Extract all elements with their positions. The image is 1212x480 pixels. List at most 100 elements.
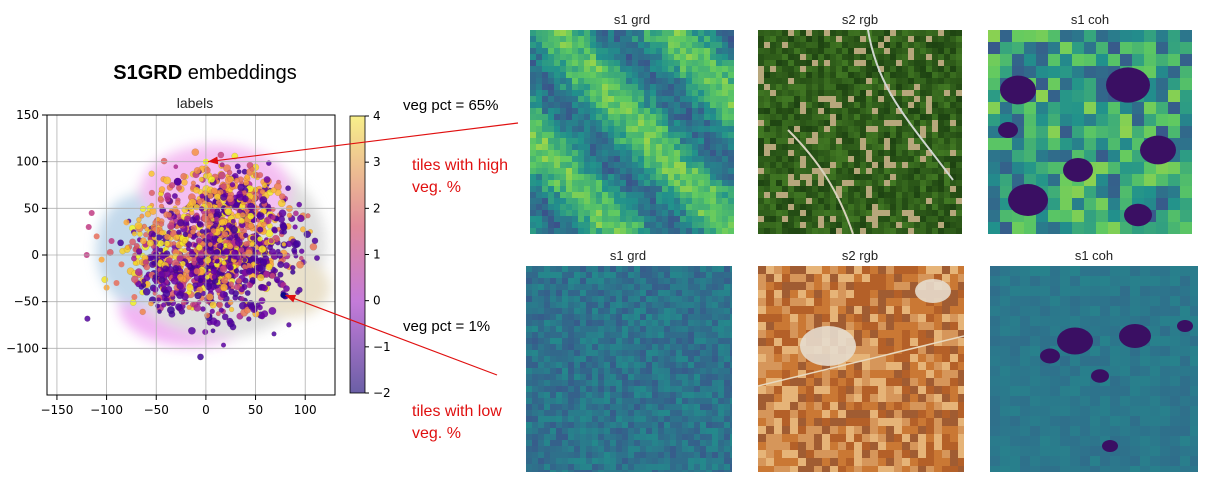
tile-pixel <box>682 290 688 296</box>
tile-pixel <box>812 102 818 108</box>
tile-pixel <box>938 90 944 96</box>
tile-pixel <box>586 374 592 380</box>
scatter-point <box>249 235 256 241</box>
tile-pixel <box>662 72 668 78</box>
tile-pixel <box>646 386 652 392</box>
tile-pixel <box>682 380 688 386</box>
tile-pixel <box>578 72 584 78</box>
scatter-point <box>207 241 213 248</box>
tile-pixel <box>878 114 884 120</box>
tile-pixel <box>652 308 658 314</box>
tile-pixel <box>544 356 550 362</box>
tile-pixel <box>580 398 586 404</box>
tile-pixel <box>902 126 908 132</box>
tile-pixel <box>788 210 794 216</box>
tile-pixel <box>896 192 902 198</box>
tile-pixel <box>866 192 872 198</box>
tile-pixel <box>724 344 730 350</box>
scatter-point <box>226 194 235 203</box>
tile-pixel <box>616 314 622 320</box>
tile-pixel <box>602 96 608 102</box>
scatter-point <box>175 291 184 300</box>
tile-pixel <box>854 222 860 228</box>
tile-pixel <box>676 290 682 296</box>
tile-pixel <box>800 36 806 42</box>
tile-pixel <box>1036 174 1048 186</box>
tile-pixel <box>572 30 578 36</box>
tile-pixel <box>704 144 710 150</box>
tile-pixel <box>914 162 920 168</box>
tile-pixel <box>854 150 860 156</box>
tile-pixel <box>788 90 794 96</box>
tile-pixel <box>860 156 866 162</box>
tile-pixel <box>782 60 788 66</box>
tile-pixel <box>860 72 866 78</box>
scatter-point <box>223 249 230 256</box>
tile-pixel <box>650 228 656 234</box>
tile-pixel <box>614 150 620 156</box>
tile-pixel <box>794 186 800 192</box>
tile-pixel <box>794 210 800 216</box>
tile-pixel <box>584 210 590 216</box>
tile-pixel <box>788 180 794 186</box>
tile-pixel <box>658 332 664 338</box>
tile-pixel <box>890 144 896 150</box>
tile-pixel <box>644 186 650 192</box>
tile-pixel <box>536 210 542 216</box>
tile-pixel <box>698 66 704 72</box>
tile-pixel <box>1000 138 1012 150</box>
tile-pixel <box>566 132 572 138</box>
tile-pixel <box>592 416 598 422</box>
tile-pixel <box>680 84 686 90</box>
tile-pixel <box>1000 210 1012 222</box>
scatter-point <box>226 169 233 176</box>
tile-pixel <box>872 120 878 126</box>
tile-pixel <box>944 138 950 144</box>
tile-pixel <box>758 228 764 234</box>
tile-pixel <box>688 386 694 392</box>
tile-pixel <box>1168 198 1180 210</box>
tile-pixel <box>824 90 830 96</box>
tile-pixel <box>704 150 710 156</box>
tile-pixel <box>728 126 734 132</box>
tile-pixel <box>608 102 614 108</box>
scatter-point <box>131 294 138 300</box>
tile-pixel <box>800 150 806 156</box>
tile-pixel <box>662 216 668 222</box>
low-veg-tiles-note-line2: veg. % <box>412 425 461 442</box>
tile-pixel <box>1024 114 1036 126</box>
tile-pixel <box>722 66 728 72</box>
tile-pixel <box>560 54 566 60</box>
scatter-point <box>187 326 196 335</box>
tile-pixel <box>554 108 560 114</box>
tile-pixel <box>592 374 598 380</box>
tile-pixel <box>566 168 572 174</box>
tile-pixel <box>536 174 542 180</box>
scatter-point <box>132 260 138 266</box>
tile-pixel <box>884 72 890 78</box>
tile-pixel <box>674 66 680 72</box>
tile-pixel <box>722 186 728 192</box>
tile-pixel <box>598 314 604 320</box>
tile-pixel <box>566 144 572 150</box>
tile-pixel <box>590 156 596 162</box>
tile-pixel <box>758 54 764 60</box>
tile-pixel <box>854 162 860 168</box>
tile-pixel <box>782 210 788 216</box>
tile-pixel <box>632 138 638 144</box>
tile-pixel <box>944 96 950 102</box>
tile-pixel <box>526 278 532 284</box>
tile-pixel <box>568 314 574 320</box>
tile-pixel <box>776 228 782 234</box>
tile-pixel <box>902 90 908 96</box>
tile-pixel <box>638 36 644 42</box>
tile-pixel <box>902 228 908 234</box>
tile-image-top-s1grd <box>530 30 734 234</box>
tile-pixel <box>640 368 646 374</box>
scatter-point <box>211 274 218 280</box>
tile-pixel <box>538 266 544 272</box>
tile-pixel <box>572 174 578 180</box>
tile-pixel <box>614 174 620 180</box>
tile-pixel <box>782 48 788 54</box>
tile-pixel <box>640 398 646 404</box>
